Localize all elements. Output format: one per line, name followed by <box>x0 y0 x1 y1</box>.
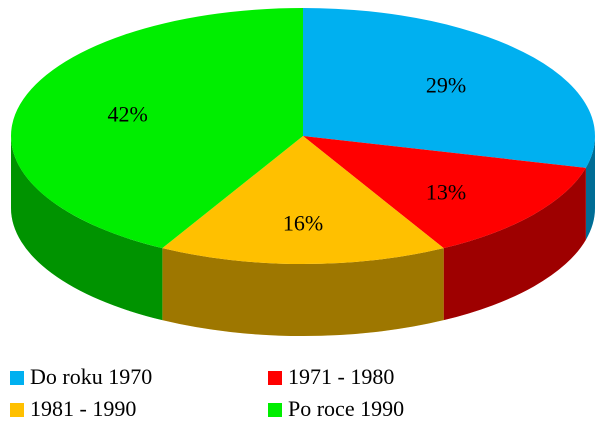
pie-side <box>443 167 586 321</box>
pie-side <box>11 136 163 321</box>
pie-slice <box>162 136 444 264</box>
legend-label: Po roce 1990 <box>288 396 404 421</box>
pie-slice <box>303 8 596 168</box>
pie-sides <box>11 136 595 336</box>
pie-side-shade <box>11 136 163 321</box>
pie-slice <box>303 136 586 249</box>
legend-swatch <box>10 403 24 417</box>
legend-label: 1971 - 1980 <box>288 364 394 389</box>
pie-tops <box>11 8 596 264</box>
legend-swatch <box>268 403 282 417</box>
value-label: 16% <box>283 210 323 235</box>
pie-side <box>585 136 595 240</box>
legend: Do roku 1970 1971 - 1980 1981 - 1990 Po roc… <box>10 364 404 421</box>
pie-slice <box>11 8 304 249</box>
legend-swatch <box>268 371 282 385</box>
legend-swatch <box>10 371 24 385</box>
value-label: 42% <box>107 101 147 126</box>
pie-side-shade <box>443 167 586 321</box>
pie-side-shade <box>585 136 595 240</box>
legend-label: Do roku 1970 <box>30 364 152 389</box>
value-labels: 29% 13% 16% 42% <box>107 72 466 235</box>
value-label: 29% <box>426 72 466 97</box>
legend-label: 1981 - 1990 <box>30 396 136 421</box>
pie-side <box>162 248 444 336</box>
value-label: 13% <box>426 180 466 205</box>
pie-side-shade <box>162 248 444 336</box>
